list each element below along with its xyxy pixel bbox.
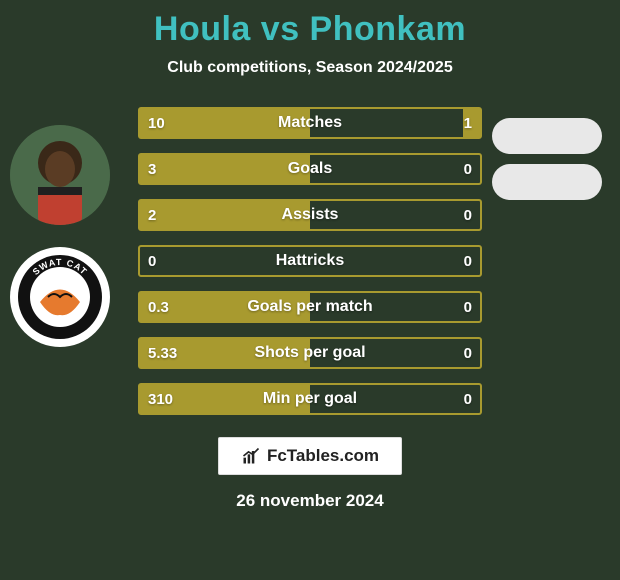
bar-fill-left: [140, 385, 310, 413]
date-label: 26 november 2024: [236, 491, 383, 511]
bar-fill-left: [140, 339, 310, 367]
page-title: Houla vs Phonkam: [154, 10, 466, 49]
source-logo-text: FcTables.com: [267, 446, 379, 466]
bar-fill-left: [140, 293, 310, 321]
silhouette-icon: [492, 164, 602, 200]
bar-fill-left: [140, 155, 310, 183]
stat-row: 101Matches: [138, 107, 482, 139]
bar-fill-left: [140, 109, 310, 137]
chart-icon: [241, 446, 261, 466]
stats-bars: 101Matches 30Goals 20Assists 00Hattricks 0.3…: [138, 107, 482, 415]
stat-row: 30Goals: [138, 153, 482, 185]
bar-fill-right: [463, 109, 480, 137]
person-icon: [10, 125, 110, 225]
player-avatar: [10, 125, 110, 225]
comparison-card: Houla vs Phonkam Club competitions, Seas…: [0, 0, 620, 580]
silhouette-icon: [492, 118, 602, 154]
source-logo: FcTables.com: [218, 437, 402, 475]
team-badge: SWAT CAT: [10, 247, 110, 347]
stat-row: 00Hattricks: [138, 245, 482, 277]
stat-row: 20Assists: [138, 199, 482, 231]
team-badge-icon: SWAT CAT: [10, 247, 110, 347]
bar-track: [138, 245, 482, 277]
bar-fill-left: [140, 201, 310, 229]
page-subtitle: Club competitions, Season 2024/2025: [167, 59, 452, 77]
stat-row: 3100Min per goal: [138, 383, 482, 415]
stat-row: 0.30Goals per match: [138, 291, 482, 323]
stat-row: 5.330Shots per goal: [138, 337, 482, 369]
left-avatars: SWAT CAT: [10, 125, 110, 347]
right-silhouettes: [492, 118, 602, 200]
